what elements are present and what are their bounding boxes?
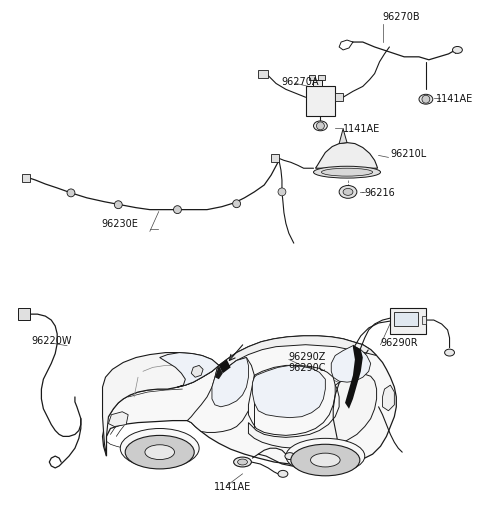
Text: 96270B: 96270B [383,12,420,22]
Circle shape [278,188,286,196]
Polygon shape [212,358,249,407]
Polygon shape [331,346,371,382]
Text: 96290R: 96290R [381,337,418,347]
Polygon shape [258,71,268,78]
Polygon shape [345,345,363,409]
Polygon shape [309,75,315,80]
Circle shape [422,96,430,104]
Polygon shape [103,353,219,456]
Polygon shape [103,336,396,465]
Polygon shape [335,94,343,102]
Ellipse shape [125,436,194,469]
Polygon shape [160,353,219,387]
Ellipse shape [322,169,372,177]
Ellipse shape [444,350,455,356]
Polygon shape [318,75,325,80]
Polygon shape [252,365,325,418]
Text: 96210L: 96210L [390,149,427,159]
Circle shape [233,201,240,208]
Ellipse shape [339,186,357,199]
Ellipse shape [120,429,199,468]
Polygon shape [215,365,223,379]
Ellipse shape [238,459,248,465]
Polygon shape [390,308,426,334]
Polygon shape [383,385,395,411]
Circle shape [114,202,122,209]
Text: 1141AE: 1141AE [214,480,251,491]
Polygon shape [22,175,30,183]
Polygon shape [249,365,335,436]
Polygon shape [422,317,426,324]
Polygon shape [306,87,335,117]
Ellipse shape [285,453,295,460]
Circle shape [173,206,181,214]
Ellipse shape [311,453,340,467]
Text: 96220W: 96220W [32,335,72,345]
Ellipse shape [145,445,175,460]
Polygon shape [395,313,418,326]
Polygon shape [18,308,30,321]
Circle shape [67,189,75,197]
Polygon shape [219,336,377,371]
Ellipse shape [234,457,252,467]
Polygon shape [249,375,377,448]
Ellipse shape [313,167,381,179]
Circle shape [316,123,324,130]
Text: 96216: 96216 [365,187,396,197]
Polygon shape [219,360,231,374]
Text: 96270A: 96270A [281,77,318,88]
Text: 1141AE: 1141AE [343,124,380,133]
Text: 1141AE: 1141AE [436,94,473,104]
Ellipse shape [313,122,327,131]
Polygon shape [108,412,128,427]
Text: 96230E: 96230E [102,219,138,229]
Polygon shape [271,155,279,163]
Polygon shape [312,80,323,87]
Ellipse shape [291,444,360,476]
Ellipse shape [343,189,353,196]
Ellipse shape [286,438,365,474]
Polygon shape [187,358,254,433]
Ellipse shape [278,470,288,477]
Text: 96290Z: 96290Z [289,351,326,361]
Ellipse shape [419,95,433,105]
Polygon shape [339,130,347,144]
Ellipse shape [453,47,462,54]
Polygon shape [191,365,203,378]
Polygon shape [315,144,378,169]
Text: 96290C: 96290C [289,362,326,373]
